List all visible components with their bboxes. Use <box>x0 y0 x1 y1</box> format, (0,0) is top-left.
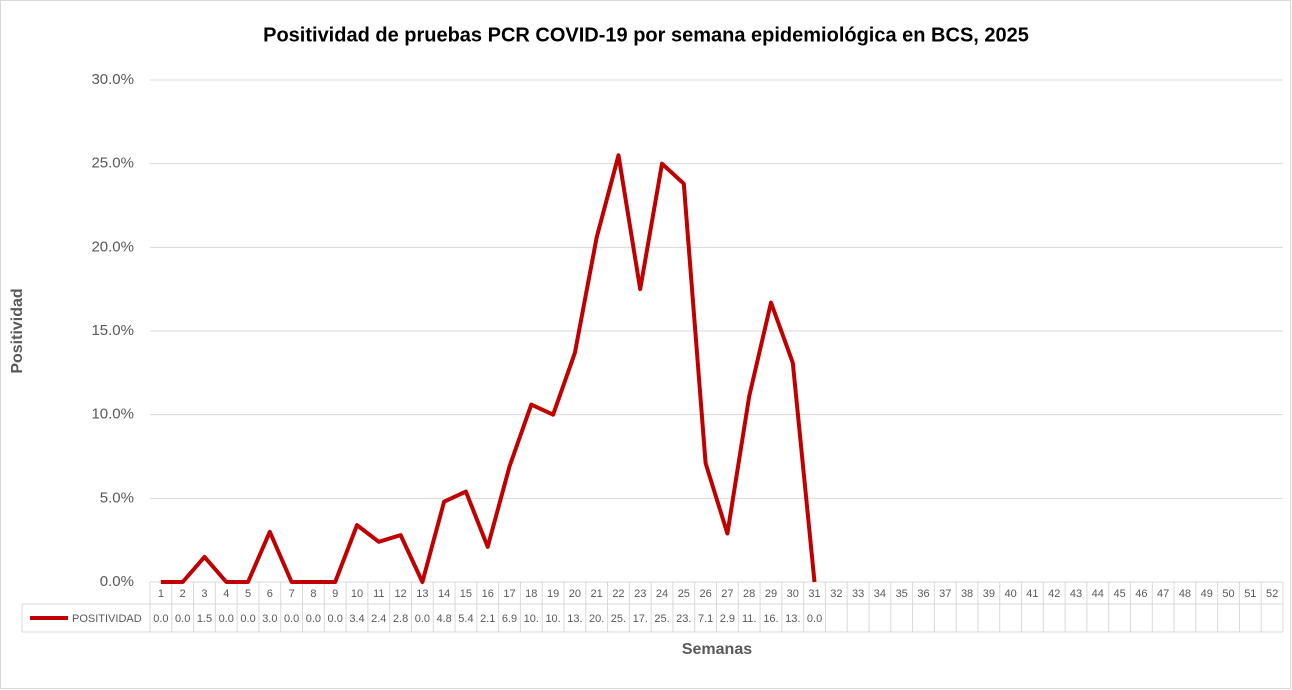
y-tick-label: 25.0% <box>91 155 134 172</box>
table-value: 2.9 <box>720 613 735 625</box>
y-tick-label: 10.0% <box>91 406 134 423</box>
x-tick-label: 43 <box>1070 588 1082 600</box>
table-value: 20. <box>589 613 604 625</box>
x-tick-label: 14 <box>438 588 450 600</box>
table-value: 5.4 <box>458 613 473 625</box>
x-tick-label: 33 <box>852 588 864 600</box>
x-tick-label: 50 <box>1222 588 1234 600</box>
table-value: 25. <box>654 613 669 625</box>
x-tick-label: 34 <box>874 588 886 600</box>
table-value: 0.0 <box>153 613 168 625</box>
x-tick-label: 39 <box>983 588 995 600</box>
x-tick-label: 6 <box>267 588 273 600</box>
y-tick-label: 30.0% <box>91 71 134 88</box>
table-value: 10. <box>545 613 560 625</box>
x-tick-label: 13 <box>416 588 428 600</box>
x-tick-label: 10 <box>351 588 363 600</box>
x-tick-label: 1 <box>158 588 164 600</box>
series-line <box>160 153 817 584</box>
x-tick-label: 19 <box>547 588 559 600</box>
table-value: 3.4 <box>349 613 364 625</box>
table-value: 0.0 <box>807 613 822 625</box>
x-tick-label: 30 <box>787 588 799 600</box>
x-tick-label: 20 <box>569 588 581 600</box>
table-value: 0.0 <box>284 613 299 625</box>
y-axis-label: Positividad <box>9 288 26 373</box>
legend-label: POSITIVIDAD <box>72 613 142 625</box>
x-tick-label: 17 <box>503 588 515 600</box>
x-tick-label: 35 <box>896 588 908 600</box>
x-tick-label: 37 <box>939 588 951 600</box>
x-tick-label: 38 <box>961 588 973 600</box>
x-tick-label: 26 <box>699 588 711 600</box>
table-value: 10. <box>524 613 539 625</box>
y-tick-label: 0.0% <box>100 573 134 590</box>
table-value: 13. <box>567 613 582 625</box>
table-value: 2.1 <box>480 613 495 625</box>
x-tick-label: 47 <box>1157 588 1169 600</box>
x-tick-label: 11 <box>373 588 384 600</box>
table-value: 4.8 <box>436 613 451 625</box>
x-tick-label: 9 <box>332 588 338 600</box>
x-tick-label: 12 <box>394 588 406 600</box>
x-tick-label: 41 <box>1026 588 1038 600</box>
y-tick-label: 20.0% <box>91 238 134 255</box>
table-value: 1.5 <box>197 613 212 625</box>
x-tick-label: 45 <box>1113 588 1125 600</box>
table-value: 3.0 <box>262 613 277 625</box>
x-tick-label: 23 <box>634 588 646 600</box>
x-tick-label: 51 <box>1244 588 1256 600</box>
table-value: 17. <box>633 613 648 625</box>
chart-title: Positividad de pruebas PCR COVID-19 por … <box>263 24 1029 46</box>
x-tick-label: 48 <box>1179 588 1191 600</box>
x-tick-label: 40 <box>1005 588 1017 600</box>
x-tick-label: 27 <box>721 588 733 600</box>
x-tick-label: 32 <box>830 588 842 600</box>
table-value: 0.0 <box>306 613 321 625</box>
x-tick-label: 44 <box>1092 588 1104 600</box>
x-tick-label: 36 <box>917 588 929 600</box>
x-tick-label: 42 <box>1048 588 1060 600</box>
x-tick-label: 2 <box>180 588 186 600</box>
x-tick-label: 28 <box>743 588 755 600</box>
x-tick-label: 24 <box>656 588 668 600</box>
table-value: 0.0 <box>328 613 343 625</box>
table-value: 0.0 <box>415 613 430 625</box>
table-value: 6.9 <box>502 613 517 625</box>
table-value: 2.4 <box>371 613 386 625</box>
x-tick-label: 3 <box>201 588 207 600</box>
table-value: 25. <box>611 613 626 625</box>
x-tick-label: 29 <box>765 588 777 600</box>
table-value: 0.0 <box>219 613 234 625</box>
table-value: 11. <box>742 613 756 625</box>
x-tick-label: 46 <box>1135 588 1147 600</box>
x-tick-label: 5 <box>245 588 251 600</box>
x-tick-label: 4 <box>223 588 229 600</box>
table-value: 13. <box>785 613 800 625</box>
x-tick-label: 52 <box>1266 588 1278 600</box>
table-value: 16. <box>763 613 778 625</box>
table-value: 0.0 <box>175 613 190 625</box>
y-tick-label: 15.0% <box>91 322 134 339</box>
x-tick-label: 15 <box>460 588 472 600</box>
y-tick-label: 5.0% <box>100 489 134 506</box>
x-tick-label: 31 <box>808 588 820 600</box>
x-tick-label: 7 <box>289 588 295 600</box>
x-tick-label: 18 <box>525 588 537 600</box>
x-tick-label: 21 <box>591 588 603 600</box>
table-value: 0.0 <box>240 613 255 625</box>
table-value: 23. <box>676 613 691 625</box>
x-tick-label: 25 <box>678 588 690 600</box>
x-axis-label: Semanas <box>682 641 752 658</box>
table-value: 2.8 <box>393 613 408 625</box>
x-tick-label: 22 <box>612 588 624 600</box>
x-tick-label: 8 <box>310 588 316 600</box>
x-tick-label: 16 <box>482 588 494 600</box>
x-tick-label: 49 <box>1201 588 1213 600</box>
table-value: 7.1 <box>698 613 713 625</box>
